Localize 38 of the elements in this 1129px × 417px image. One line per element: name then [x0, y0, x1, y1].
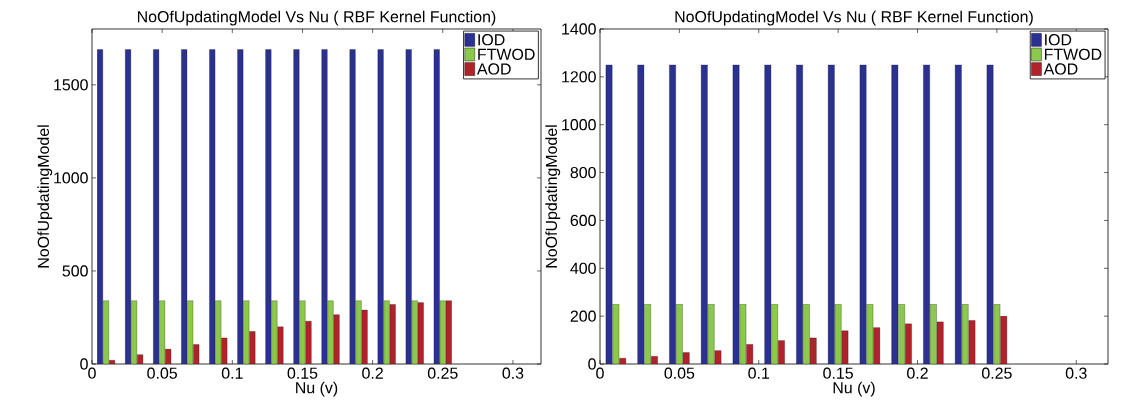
x-tick-label: 0.2	[907, 367, 928, 379]
x-tick-label: 0	[88, 367, 96, 379]
x-axis-title: Nu (v)	[296, 381, 338, 397]
x-tick-label: 0.1	[221, 367, 243, 379]
legend-label: IOD	[478, 34, 505, 46]
y-tick-label: 600	[570, 214, 596, 227]
y-tick-label: 800	[570, 166, 596, 179]
y-tick-label: 1200	[562, 71, 596, 83]
x-tick-label: 0.05	[147, 367, 177, 379]
x-tick-label: 0.1	[748, 367, 770, 379]
x-tick-label: 0.15	[823, 367, 853, 379]
x-tick-label: 0.3	[502, 367, 524, 379]
legend-label: FTWOD	[1044, 48, 1102, 60]
y-tick-label: 1000	[562, 119, 596, 131]
x-tick-label: 0.15	[287, 367, 318, 379]
y-tick-label: 1000	[54, 172, 88, 184]
legend-label: FTWOD	[478, 48, 535, 60]
y-tick-label: 0	[80, 358, 88, 370]
x-axis-title: Nu (v)	[833, 381, 875, 397]
y-axis-title: NoOfUpdatingModel	[545, 125, 561, 268]
y-tick-label: 1400	[562, 23, 596, 35]
x-tick-label: 0.2	[362, 367, 383, 379]
chart-title: NoOfUpdatingModel Vs Nu ( RBF Kernel Function)	[675, 10, 1033, 26]
y-tick-label: 200	[570, 310, 596, 322]
x-tick-label: 0.25	[427, 367, 458, 379]
y-axis-title: NoOfUpdatingModel	[37, 125, 53, 268]
x-tick-label: 0	[596, 367, 604, 379]
y-tick-label: 1500	[54, 79, 88, 91]
x-tick-label: 0.05	[664, 367, 695, 379]
y-tick-label: 0	[588, 358, 596, 370]
y-tick-label: 400	[570, 262, 596, 274]
chart-title: NoOfUpdatingModel Vs Nu ( RBF Kernel Function)	[137, 10, 496, 26]
legend-label: IOD	[1045, 34, 1072, 46]
x-tick-label: 0.3	[1065, 367, 1087, 379]
legend-label: AOD	[1043, 63, 1078, 75]
y-tick-label: 500	[62, 265, 88, 277]
legend-label: AOD	[476, 63, 511, 75]
x-tick-label: 0.25	[982, 367, 1012, 379]
